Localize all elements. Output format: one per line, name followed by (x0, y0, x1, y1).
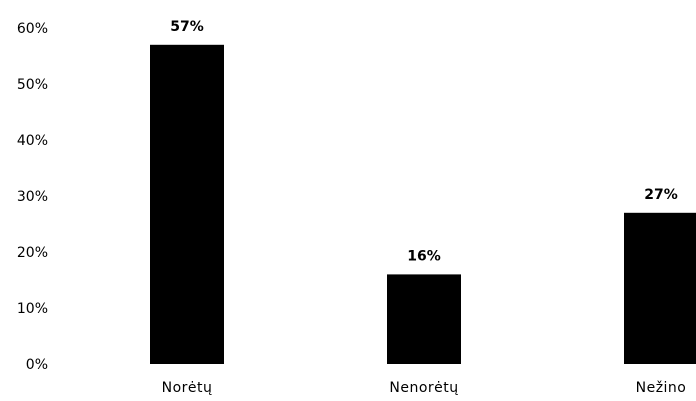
data-label: 57% (170, 19, 204, 35)
y-tick-label: 0% (26, 357, 48, 373)
y-axis-ticks: 0% 10% 20% 30% 40% 50% 60% (17, 21, 48, 373)
y-tick-label: 30% (17, 189, 48, 205)
y-tick-label: 20% (17, 245, 48, 261)
bar (624, 212, 696, 364)
bars (150, 44, 696, 365)
category-label: Nenorėtų (389, 380, 458, 396)
category-labels: Norėtų Nenorėtų Nežino (162, 380, 687, 396)
category-label: Nežino (636, 380, 687, 396)
data-label: 27% (644, 187, 678, 203)
y-tick-label: 60% (17, 21, 48, 37)
data-labels: 57% 16% 27% (170, 19, 678, 265)
data-label: 16% (407, 248, 441, 264)
bar (387, 274, 461, 364)
category-label: Norėtų (162, 380, 213, 396)
y-tick-label: 40% (17, 133, 48, 149)
y-tick-label: 50% (17, 77, 48, 93)
bar (150, 44, 224, 365)
y-tick-label: 10% (17, 301, 48, 317)
